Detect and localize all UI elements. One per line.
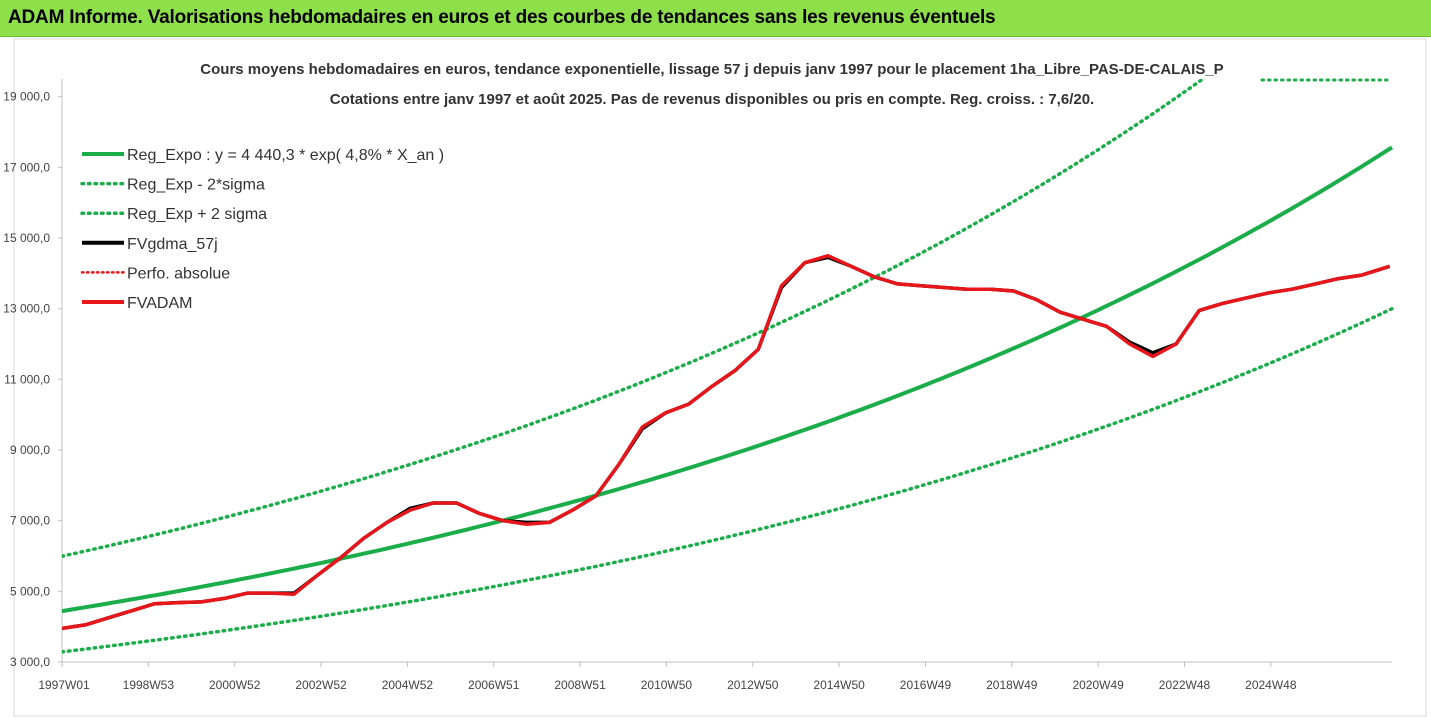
y-tick-label: 7 000,0 xyxy=(10,514,50,528)
x-tick-label: 2010W50 xyxy=(641,678,693,692)
series-reg-expo xyxy=(62,145,1394,614)
y-tick-label: 9 000,0 xyxy=(10,443,50,457)
legend-item-label: Perfo. absolue xyxy=(127,265,230,282)
x-tick-label: 2018W49 xyxy=(986,678,1038,692)
x-tick-label: 1997W01 xyxy=(38,678,90,692)
series-reg-exp-minus-2sigma xyxy=(62,306,1394,654)
header-title: ADAM Informe. Valorisations hebdomadaire… xyxy=(8,7,996,28)
y-tick-label: 13 000,0 xyxy=(3,302,50,316)
legend-item-label: FVADAM xyxy=(127,295,192,312)
chart-frame xyxy=(13,38,1427,717)
trend-chart: 3 000,0 5 000,0 7 000,0 9 000,0 11 000,0 13 0… xyxy=(0,37,1431,718)
chart-title-line2: Cotations entre janv 1997 et août 2025. … xyxy=(330,91,1094,108)
x-tick-label: 2004W52 xyxy=(382,678,434,692)
x-tick-label: 2012W50 xyxy=(727,678,779,692)
x-tick-label: 2002W52 xyxy=(295,678,347,692)
legend-item-label: Reg_Exp - 2*sigma xyxy=(127,177,265,194)
y-tick-label: 3 000,0 xyxy=(10,655,50,669)
y-tick-label: 17 000,0 xyxy=(3,160,50,174)
x-tick-label: 2022W48 xyxy=(1159,678,1211,692)
y-tick-label: 5 000,0 xyxy=(10,584,50,598)
x-tick-label: 2006W51 xyxy=(468,678,520,692)
y-tick-label: 15 000,0 xyxy=(3,231,50,245)
y-axis: 3 000,0 5 000,0 7 000,0 9 000,0 11 000,0 13 0… xyxy=(3,79,63,669)
legend-item-label: Reg_Exp + 2 sigma xyxy=(127,206,267,223)
legend: Reg_Expo : y = 4 440,3 * exp( 4,8% * X_a… xyxy=(80,147,444,312)
series-fvadam xyxy=(62,253,1391,631)
y-tick-label: 19 000,0 xyxy=(3,90,50,104)
x-tick-label: 2024W48 xyxy=(1245,678,1297,692)
x-tick-label: 1998W53 xyxy=(123,678,175,692)
series-reg-exp-plus-2sigma xyxy=(62,79,1206,558)
series-group xyxy=(62,78,1394,654)
legend-item-label: FVgdma_57j xyxy=(127,236,218,253)
legend-item-label: Reg_Expo : y = 4 440,3 * exp( 4,8% * X_a… xyxy=(127,147,444,164)
x-axis: 1997W01 1998W53 2000W52 2002W52 2004W52 2006W… xyxy=(38,661,1392,692)
x-tick-label: 2016W49 xyxy=(900,678,952,692)
x-tick-label: 2014W50 xyxy=(813,678,865,692)
x-tick-label: 2008W51 xyxy=(554,678,606,692)
chart-background xyxy=(0,37,1431,718)
y-tick-label: 11 000,0 xyxy=(4,372,50,386)
x-tick-label: 2020W49 xyxy=(1072,678,1124,692)
header-bar: ADAM Informe. Valorisations hebdomadaire… xyxy=(0,0,1431,37)
chart-title-line1: Cours moyens hebdomadaires en euros, ten… xyxy=(200,61,1223,78)
x-tick-label: 2000W52 xyxy=(209,678,261,692)
